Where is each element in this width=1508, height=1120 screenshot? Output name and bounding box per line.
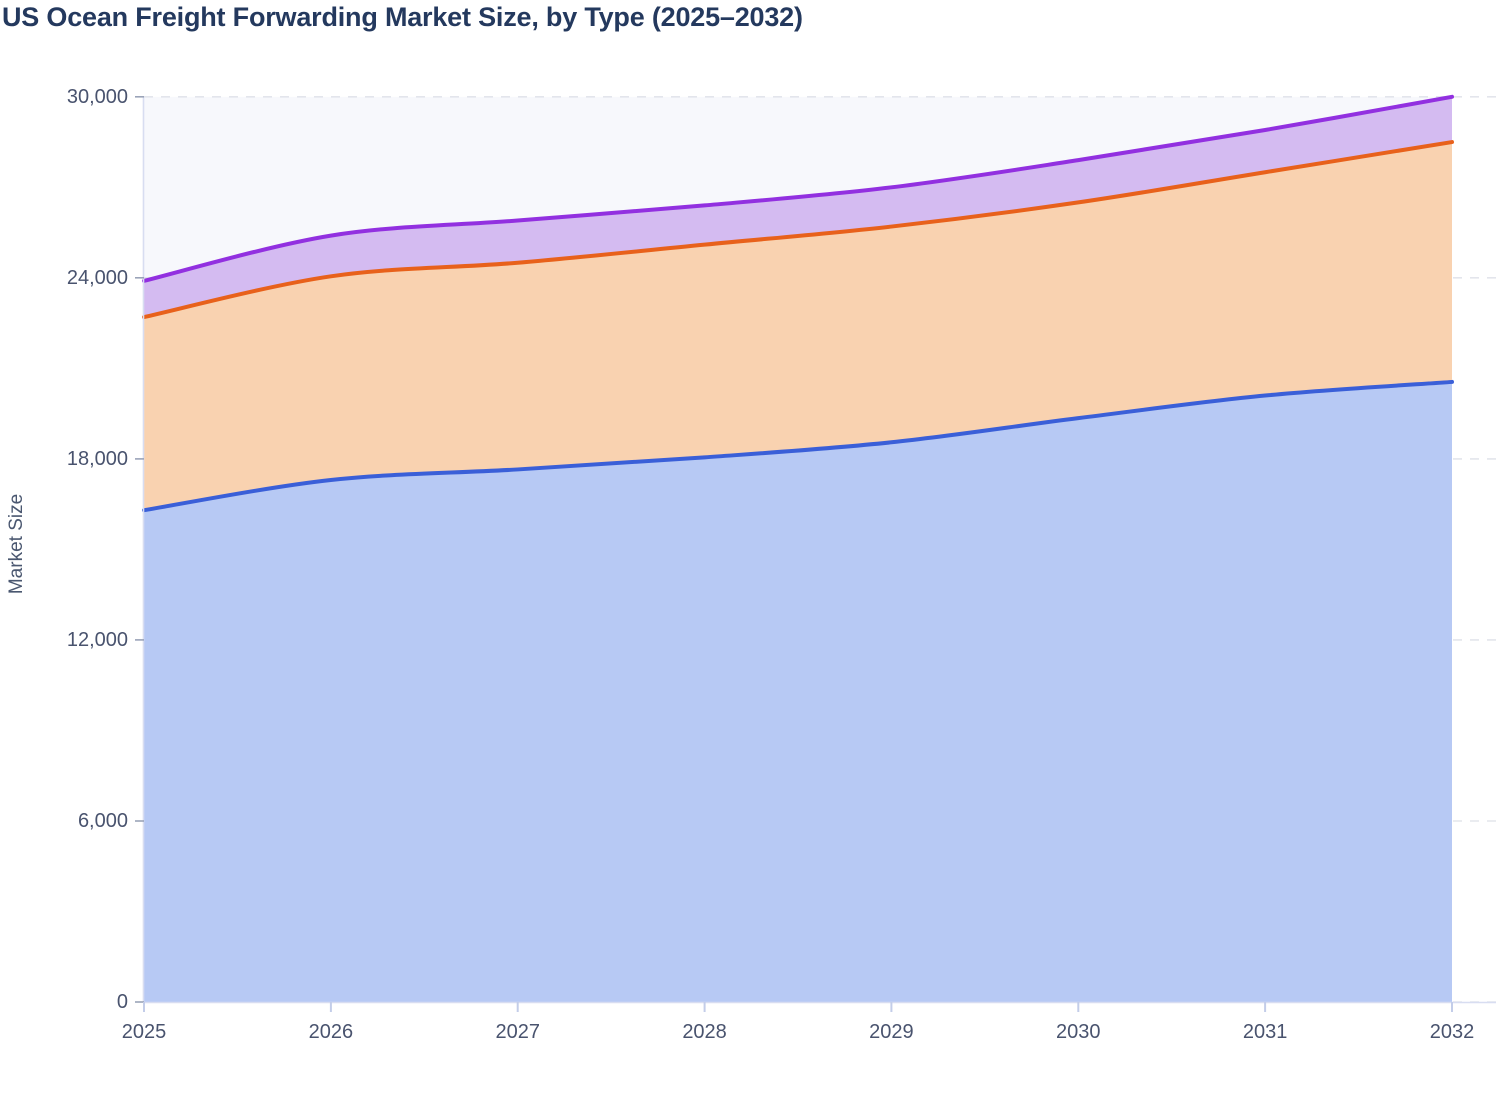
y-tick-label: 6,000 [77, 809, 128, 832]
area-blue-bottom-type [144, 381, 1452, 1002]
x-tick-label: 2029 [869, 1021, 914, 1043]
y-tick-label: 12,000 [66, 628, 128, 651]
x-tick-label: 2030 [1056, 1021, 1101, 1043]
y-tick-label: 24,000 [66, 266, 128, 289]
line-blue-bottom-type [142, 379, 1454, 513]
y-tick-label: 18,000 [66, 447, 128, 470]
x-tick-label: 2031 [1242, 1021, 1288, 1043]
line-purple-top-type [142, 94, 1454, 283]
area-orange-middle-type [144, 142, 1452, 511]
y-tick-label: 0 [116, 991, 128, 1013]
chart-title: US Ocean Freight Forwarding Market Size,… [2, 2, 803, 32]
x-tick-label: 2025 [121, 1021, 167, 1043]
y-tick-label: 30,000 [66, 85, 128, 108]
line-orange-middle-type [142, 140, 1454, 320]
x-tick-label: 2026 [308, 1021, 354, 1043]
area-purple-top-type [144, 96, 1452, 318]
x-tick-label: 2028 [682, 1021, 727, 1043]
x-tick-label: 2027 [495, 1021, 540, 1043]
x-tick-label: 2032 [1429, 1021, 1475, 1043]
